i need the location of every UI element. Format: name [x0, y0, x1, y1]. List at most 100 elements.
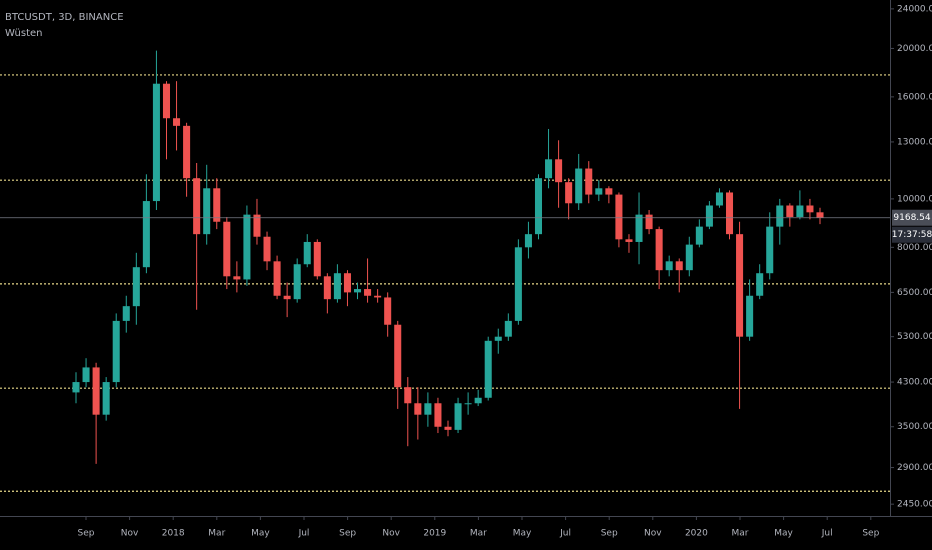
candle-body	[705, 205, 713, 227]
candle-body	[695, 226, 703, 245]
candle-body	[434, 403, 442, 427]
symbol-title: BTCUSDT, 3D, BINANCE	[5, 12, 124, 23]
indicator-name: Wüsten	[5, 28, 43, 39]
candle-body	[122, 306, 130, 321]
last-price-box	[892, 209, 932, 226]
candle-body	[585, 168, 593, 195]
candle-body	[776, 205, 784, 227]
candle-body	[555, 159, 563, 183]
candle-body	[414, 403, 422, 415]
last-price-label: 9168.54	[893, 213, 930, 223]
y-tick-label: 2900.00	[897, 463, 932, 473]
candle-body	[635, 214, 643, 242]
candle-body	[524, 234, 532, 248]
candle-body	[323, 276, 331, 300]
y-tick-label: 2450.00	[897, 500, 932, 510]
candle-body	[162, 83, 171, 119]
candle-body	[685, 244, 693, 271]
candle-body	[253, 214, 261, 237]
candle-body	[102, 382, 110, 415]
x-tick-label: May	[774, 529, 793, 539]
candle-body	[645, 214, 653, 230]
x-tick-label: 2019	[423, 529, 446, 539]
candle-body	[474, 397, 482, 404]
candle-body	[545, 159, 553, 179]
x-tick-label: Sep	[78, 529, 95, 539]
candle-body	[394, 324, 402, 388]
candle-body	[514, 247, 522, 321]
countdown-label: 17:37:58	[892, 230, 932, 240]
candle-body	[233, 276, 241, 280]
candle-body	[313, 241, 321, 277]
x-tick-label: 2018	[162, 529, 185, 539]
y-tick-label: 6500.00	[897, 288, 932, 298]
candle-body	[504, 320, 512, 337]
candle-body	[364, 289, 372, 296]
candle-body	[223, 221, 231, 277]
y-tick-label: 16000.00	[897, 92, 932, 102]
x-tick-label: Mar	[470, 529, 487, 539]
candle-body	[625, 239, 633, 242]
candle-body	[72, 382, 80, 393]
candle-body	[464, 403, 472, 405]
candle-body	[263, 236, 271, 262]
x-tick-label: Nov	[121, 529, 139, 539]
x-tick-label: Nov	[382, 529, 400, 539]
y-tick-label: 13000.00	[897, 137, 932, 147]
y-tick-label: 24000.00	[897, 4, 932, 14]
candle-body	[273, 261, 281, 296]
candle-body	[615, 194, 623, 240]
x-tick-label: Sep	[862, 529, 879, 539]
candle-body	[534, 178, 543, 235]
candle-body	[655, 229, 663, 271]
candle-body	[404, 387, 412, 404]
y-tick-label: 8000.00	[897, 243, 932, 253]
candle-body	[243, 214, 251, 280]
x-tick-label: Jul	[559, 529, 571, 539]
candle-body	[715, 192, 723, 206]
candle-body	[293, 264, 301, 300]
candle-body	[816, 212, 824, 218]
candle-body	[82, 367, 90, 383]
x-tick-label: Mar	[208, 529, 225, 539]
x-tick-label: May	[513, 529, 532, 539]
candle-body	[183, 125, 191, 179]
candle-body	[736, 234, 744, 337]
candle-body	[152, 83, 160, 202]
candle-body	[303, 241, 311, 265]
candle-body	[384, 297, 392, 325]
candle-body	[203, 188, 211, 235]
countdown-box	[892, 226, 932, 243]
y-tick-label: 4300.00	[897, 378, 932, 388]
x-tick-label: 2020	[685, 529, 708, 539]
candle-body	[665, 261, 673, 271]
y-tick-label: 5300.00	[897, 332, 932, 342]
candle-body	[725, 192, 734, 235]
candle-body	[173, 118, 181, 126]
candle-body	[675, 261, 683, 271]
x-tick-label: May	[251, 529, 270, 539]
y-tick-label: 10000.00	[897, 194, 932, 204]
candle-body	[142, 201, 150, 268]
candle-body	[786, 205, 794, 217]
candle-body	[283, 295, 291, 300]
candle-body	[766, 226, 774, 274]
x-tick-label: Jul	[298, 529, 310, 539]
x-tick-label: Mar	[732, 529, 749, 539]
candle-body	[424, 403, 432, 415]
candle-body	[806, 205, 814, 213]
candle-body	[494, 336, 502, 341]
x-tick-label: Sep	[601, 529, 618, 539]
y-tick-label: 3500.00	[897, 422, 932, 432]
candle-body	[454, 403, 462, 430]
candle-body	[746, 295, 754, 337]
candle-body	[333, 273, 341, 300]
candle-body	[353, 289, 362, 293]
x-tick-label: Jul	[821, 529, 833, 539]
candle-body	[575, 168, 583, 204]
candle-body	[92, 367, 100, 415]
x-tick-label: Sep	[339, 529, 356, 539]
x-tick-label: Nov	[644, 529, 662, 539]
